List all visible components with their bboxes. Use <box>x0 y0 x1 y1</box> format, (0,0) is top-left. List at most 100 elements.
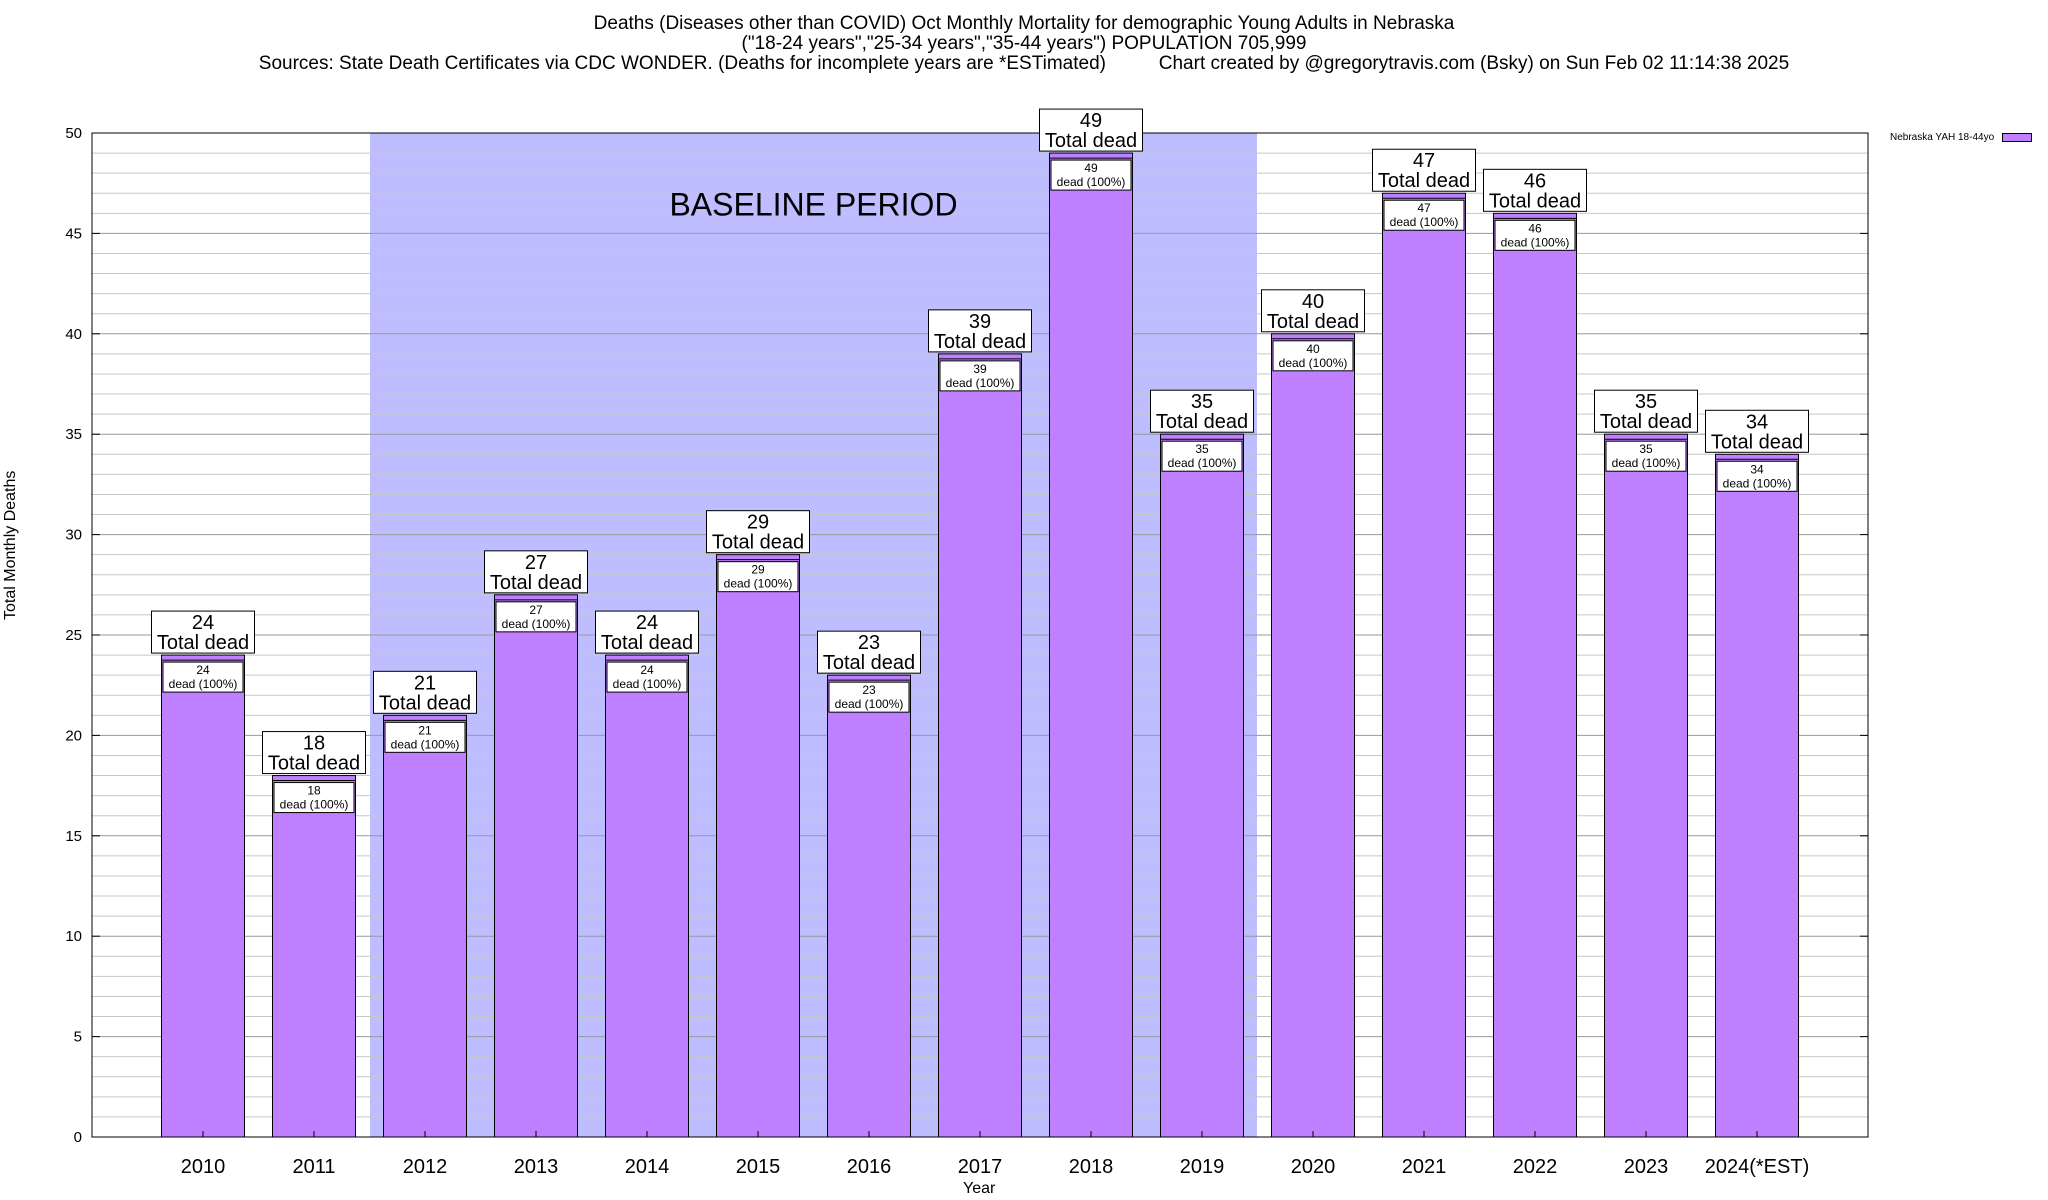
bar-2018 <box>1049 152 1133 1138</box>
legend: Nebraska YAH 18-44yo <box>1890 132 2033 143</box>
bar-inner-caption: dead (100%) <box>1501 235 1570 249</box>
bar-inner-caption: dead (100%) <box>613 677 682 691</box>
bar-inner-caption: dead (100%) <box>835 697 904 711</box>
y-tick-label: 5 <box>74 1029 82 1046</box>
bar-inner-value: 46 <box>1528 221 1542 235</box>
bar-inner-caption: dead (100%) <box>1279 356 1348 370</box>
bar-total-label-box <box>1594 389 1698 433</box>
bar-inner-label-box <box>1050 159 1132 191</box>
y-tick-label: 20 <box>65 727 82 744</box>
y-tick-label: 25 <box>65 627 82 644</box>
bar-total-value: 29 <box>747 512 769 534</box>
y-tick-label: 45 <box>65 225 82 242</box>
bar-inner-value: 29 <box>751 563 765 577</box>
legend-label: Nebraska YAH 18-44yo <box>1890 132 1995 143</box>
bar-inner-label-box <box>1161 440 1243 472</box>
bar-total-label-box <box>1150 389 1254 433</box>
bar-total-value: 24 <box>636 612 658 634</box>
baseline-period-label: BASELINE PERIOD <box>669 186 957 222</box>
bar-total-label-box <box>817 630 921 674</box>
x-tick-label: 2015 <box>736 1156 781 1178</box>
legend-swatch <box>2002 133 2033 142</box>
x-tick-label: 2013 <box>514 1156 559 1178</box>
x-tick-label: 2022 <box>1513 1156 1558 1178</box>
bar-inner-label-box <box>1716 460 1798 492</box>
bar-inner-caption: dead (100%) <box>280 798 349 812</box>
y-tick-label: 15 <box>65 828 82 845</box>
bar-2021 <box>1382 192 1466 1138</box>
bar-total-label-box <box>595 610 699 654</box>
bar-2019 <box>1160 433 1244 1138</box>
bar-inner-caption: dead (100%) <box>724 577 793 591</box>
bar-total-caption: Total dead <box>601 632 693 654</box>
bar-total-value: 34 <box>1746 411 1768 433</box>
x-tick-label: 2011 <box>292 1156 335 1178</box>
bar-inner-value: 35 <box>1195 442 1209 456</box>
bar-total-caption: Total dead <box>1600 411 1692 433</box>
y-tick-label: 30 <box>65 527 82 544</box>
bar-total-caption: Total dead <box>379 692 471 714</box>
y-tick-label: 35 <box>65 426 82 443</box>
bar-inner-caption: dead (100%) <box>169 677 238 691</box>
x-tick-label: 2018 <box>1069 1156 1114 1178</box>
bar-inner-value: 27 <box>529 603 543 617</box>
x-tick-label: 2010 <box>181 1156 226 1178</box>
bar-total-value: 23 <box>858 632 880 654</box>
bar-2010 <box>161 654 245 1138</box>
bar-total-label-box <box>1261 289 1365 333</box>
bar-total-caption: Total dead <box>1045 130 1137 152</box>
y-tick-label: 40 <box>65 326 82 343</box>
bar-2024(*EST) <box>1715 453 1799 1138</box>
bar-2014 <box>605 654 689 1138</box>
bar-2013 <box>494 594 578 1138</box>
bar-inner-label-box <box>1272 340 1354 372</box>
bar-inner-label-box <box>495 601 577 633</box>
bar-total-label-box <box>373 670 477 714</box>
y-axis-label: Total Monthly Deaths <box>2 470 19 620</box>
bar-inner-value: 35 <box>1639 442 1653 456</box>
bar-total-value: 47 <box>1413 150 1435 172</box>
bar-inner-label-box <box>717 561 799 593</box>
bar-inner-caption: dead (100%) <box>946 376 1015 390</box>
bar-2020 <box>1271 333 1355 1138</box>
bar-inner-value: 18 <box>307 784 321 798</box>
bar-total-caption: Total dead <box>490 572 582 594</box>
bar-2017 <box>938 353 1022 1138</box>
y-tick-label: 50 <box>65 125 82 142</box>
bar-2016 <box>827 674 911 1138</box>
bar-total-caption: Total dead <box>157 632 249 654</box>
bar-inner-value: 40 <box>1306 342 1320 356</box>
x-tick-label: 2014 <box>625 1156 670 1178</box>
y-tick-label: 10 <box>65 928 82 945</box>
bar-inner-caption: dead (100%) <box>1723 476 1792 490</box>
x-tick-label: 2012 <box>403 1156 448 1178</box>
bar-inner-value: 24 <box>196 663 210 677</box>
bar-total-value: 27 <box>525 552 547 574</box>
bar-inner-value: 49 <box>1084 161 1098 175</box>
x-tick-label: 2017 <box>958 1156 1003 1178</box>
x-tick-label: 2019 <box>1180 1156 1225 1178</box>
bar-total-label-box <box>151 610 255 654</box>
chart-title-line-1: Deaths (Diseases other than COVID) Oct M… <box>593 13 1455 34</box>
bar-inner-caption: dead (100%) <box>1168 456 1237 470</box>
bar-inner-label-box <box>162 661 244 693</box>
bar-total-caption: Total dead <box>823 652 915 674</box>
bar-total-label-box <box>1705 409 1809 453</box>
bar-inner-caption: dead (100%) <box>1390 215 1459 229</box>
bar-inner-label-box <box>939 360 1021 392</box>
bar-total-value: 35 <box>1191 391 1213 413</box>
bar-inner-label-box <box>1494 219 1576 251</box>
bar-total-label-box <box>1039 108 1143 152</box>
bar-total-caption: Total dead <box>934 331 1026 353</box>
bar-inner-label-box <box>828 681 910 713</box>
bar-total-caption: Total dead <box>1489 190 1581 212</box>
bar-inner-caption: dead (100%) <box>1057 175 1126 189</box>
bar-inner-value: 23 <box>862 683 876 697</box>
bar-total-value: 49 <box>1080 110 1102 132</box>
bar-total-value: 24 <box>192 612 214 634</box>
chart-title-line-3: Sources: State Death Certificates via CD… <box>258 53 1790 74</box>
x-tick-label: 2024(*EST) <box>1705 1156 1810 1178</box>
bar-inner-label-box <box>384 721 466 753</box>
bar-total-value: 18 <box>303 733 325 755</box>
